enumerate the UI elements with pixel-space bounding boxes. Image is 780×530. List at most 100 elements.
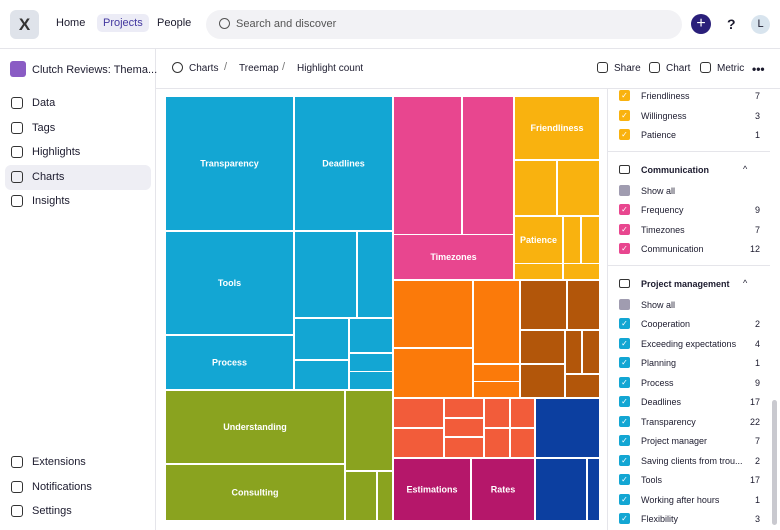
sidebar-item[interactable]: Settings [32, 505, 72, 517]
filter-name[interactable]: Process [641, 377, 674, 388]
sidebar-item[interactable]: Tags [32, 121, 56, 134]
treemap-cell[interactable] [588, 459, 599, 520]
treemap-cell[interactable] [463, 97, 513, 234]
treemap-cell[interactable] [346, 472, 376, 520]
checkbox[interactable]: ✓ [619, 513, 630, 524]
treemap-cell[interactable] [445, 399, 483, 417]
avatar[interactable]: L [751, 15, 770, 34]
treemap-cell[interactable] [166, 336, 293, 389]
treemap-cell[interactable] [515, 264, 562, 279]
sidebar-item[interactable]: Insights [32, 195, 70, 207]
filter-name[interactable]: Timezones [641, 224, 685, 235]
treemap-cell[interactable] [536, 399, 599, 457]
checkbox[interactable]: ✓ [619, 337, 630, 349]
checkbox[interactable]: ✓ [619, 223, 630, 235]
treemap-cell[interactable] [485, 399, 509, 427]
treemap-cell[interactable] [536, 459, 586, 520]
treemap-cell[interactable] [582, 217, 599, 263]
treemap-cell[interactable] [558, 161, 599, 215]
nav-people[interactable]: People [157, 17, 192, 29]
filter-name[interactable]: Exceeding expectations [641, 338, 737, 349]
treemap-cell[interactable] [568, 281, 599, 329]
filter-name[interactable]: Communication [641, 244, 704, 254]
filter-name[interactable]: Cooperation [641, 319, 691, 329]
group-title[interactable]: Communication [641, 164, 710, 175]
treemap-cell[interactable] [394, 235, 513, 279]
treemap-cell[interactable] [394, 281, 472, 347]
logo[interactable]: X [10, 10, 39, 39]
treemap-cell[interactable] [566, 375, 599, 397]
treemap-cell[interactable] [358, 232, 392, 317]
filter-name[interactable]: Patience [641, 130, 677, 140]
treemap-cell[interactable] [166, 232, 293, 334]
treemap-cell[interactable] [521, 281, 566, 329]
filter-name[interactable]: Willingness [641, 110, 687, 121]
sidebar-item[interactable]: Highlights [32, 146, 81, 158]
sidebar-item[interactable]: Data [32, 97, 56, 109]
filter-name[interactable]: Frequency [641, 205, 684, 215]
treemap-cell[interactable] [445, 419, 483, 436]
checkbox[interactable]: ✓ [619, 204, 630, 215]
treemap-cell[interactable] [350, 354, 392, 371]
checkbox[interactable]: ✓ [619, 454, 630, 466]
treemap-cell[interactable] [566, 331, 581, 373]
checkbox[interactable]: ✓ [619, 493, 630, 505]
treemap-cell[interactable] [166, 391, 344, 463]
treemap-cell[interactable] [515, 217, 562, 263]
help[interactable]: ? [727, 16, 736, 32]
treemap-cell[interactable] [511, 429, 534, 457]
treemap-cell[interactable] [166, 465, 344, 520]
action[interactable]: Chart [666, 63, 691, 74]
checkbox[interactable]: ✓ [619, 396, 630, 407]
treemap-cell[interactable] [583, 331, 599, 373]
treemap-cell[interactable] [485, 429, 509, 457]
action[interactable]: Share [614, 63, 641, 74]
nav-home[interactable]: Home [56, 17, 86, 29]
action[interactable]: Metric [717, 63, 745, 74]
checkbox[interactable]: ✓ [619, 109, 630, 121]
treemap-cell[interactable] [394, 97, 461, 234]
show-all[interactable]: Show all [641, 185, 676, 196]
treemap-cell[interactable] [166, 97, 293, 230]
filter-name[interactable]: Saving clients from trou... [641, 455, 743, 466]
filter-name[interactable]: Friendliness [641, 91, 690, 101]
treemap-cell[interactable] [515, 97, 599, 159]
checkbox[interactable]: ✓ [619, 318, 630, 329]
treemap-cell[interactable] [350, 372, 392, 389]
treemap-cell[interactable] [564, 264, 599, 279]
treemap-cell[interactable] [521, 331, 564, 363]
nav-projects[interactable]: Projects [97, 14, 149, 32]
add-button[interactable]: + [691, 14, 711, 34]
sidebar-item[interactable]: Notifications [32, 480, 92, 493]
treemap-cell[interactable] [515, 161, 556, 215]
crumb[interactable]: Charts [189, 63, 219, 74]
crumb[interactable]: Treemap [239, 63, 279, 74]
checkbox[interactable]: ✓ [619, 376, 630, 388]
checkbox[interactable]: ✓ [619, 129, 630, 140]
filter-name[interactable]: Planning [641, 358, 677, 368]
sidebar-item[interactable]: Charts [32, 170, 65, 183]
treemap-cell[interactable] [295, 232, 356, 317]
filter-name[interactable]: Tools [641, 475, 663, 485]
treemap-cell[interactable] [394, 429, 443, 457]
checkbox[interactable]: ✓ [619, 435, 630, 446]
checkbox[interactable]: ✓ [619, 90, 630, 101]
checkbox[interactable]: ✓ [619, 357, 630, 368]
group-title[interactable]: Project management [641, 278, 730, 289]
filter-name[interactable]: Deadlines [641, 397, 682, 407]
treemap-cell[interactable] [295, 361, 348, 389]
treemap-cell[interactable] [474, 281, 519, 363]
more-menu[interactable]: ••• [752, 62, 765, 76]
treemap-cell[interactable] [521, 365, 564, 397]
search-box[interactable]: Search and discover [206, 10, 682, 39]
checkbox[interactable]: ✓ [619, 474, 630, 485]
treemap-cell[interactable] [394, 399, 443, 427]
show-all[interactable]: Show all [641, 299, 676, 310]
treemap-cell[interactable] [474, 365, 519, 381]
filter-name[interactable]: Flexibility [641, 514, 679, 524]
treemap-cell[interactable] [474, 382, 519, 397]
treemap-cell[interactable] [445, 438, 483, 457]
project-name[interactable]: Clutch Reviews: Thema... [32, 64, 158, 76]
filter-name[interactable]: Transparency [641, 416, 696, 427]
treemap-cell[interactable] [295, 97, 392, 230]
